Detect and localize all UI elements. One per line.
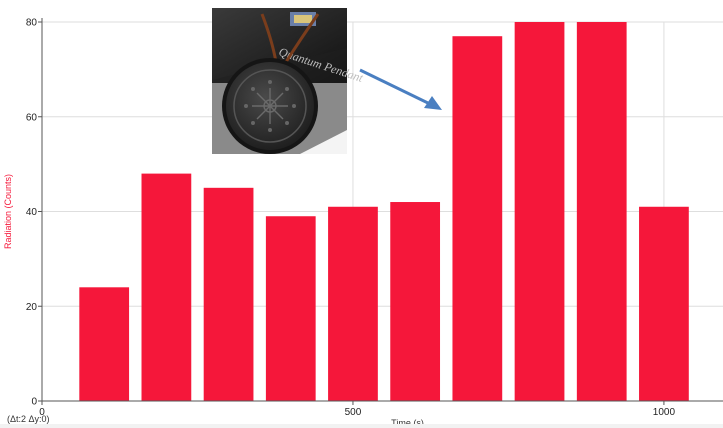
axes (38, 18, 723, 405)
y-tick-label: 40 (26, 207, 38, 218)
y-tick-label: 20 (26, 302, 38, 313)
bar (452, 36, 503, 402)
bar (141, 173, 192, 401)
bar (265, 216, 316, 401)
bar (639, 206, 689, 401)
bar (203, 187, 254, 401)
y-tick-label: 60 (26, 112, 38, 123)
tick-labels: 0 20 40 60 80 0 500 1000 (26, 18, 676, 419)
y-axis-label: Radiation (Counts) (3, 174, 13, 249)
x-tick-label: 500 (345, 407, 362, 418)
bar (514, 22, 565, 401)
y-tick-label: 0 (31, 397, 37, 408)
annotation-arrow (359, 68, 442, 110)
x-tick-label: 1000 (653, 407, 676, 418)
y-tick-label: 80 (26, 18, 38, 29)
bar (328, 206, 378, 401)
bar (576, 22, 627, 401)
footer-strip (0, 424, 723, 428)
bar (79, 287, 130, 401)
pendant-photo: Quantum Pendant (212, 8, 365, 154)
bar (390, 202, 441, 401)
x-tick-label: 0 (39, 407, 45, 418)
coordinate-readout: (Δt:2 Δy:0) (7, 414, 50, 424)
bars (79, 22, 689, 402)
x-axis-label: Time (s) (391, 418, 424, 428)
